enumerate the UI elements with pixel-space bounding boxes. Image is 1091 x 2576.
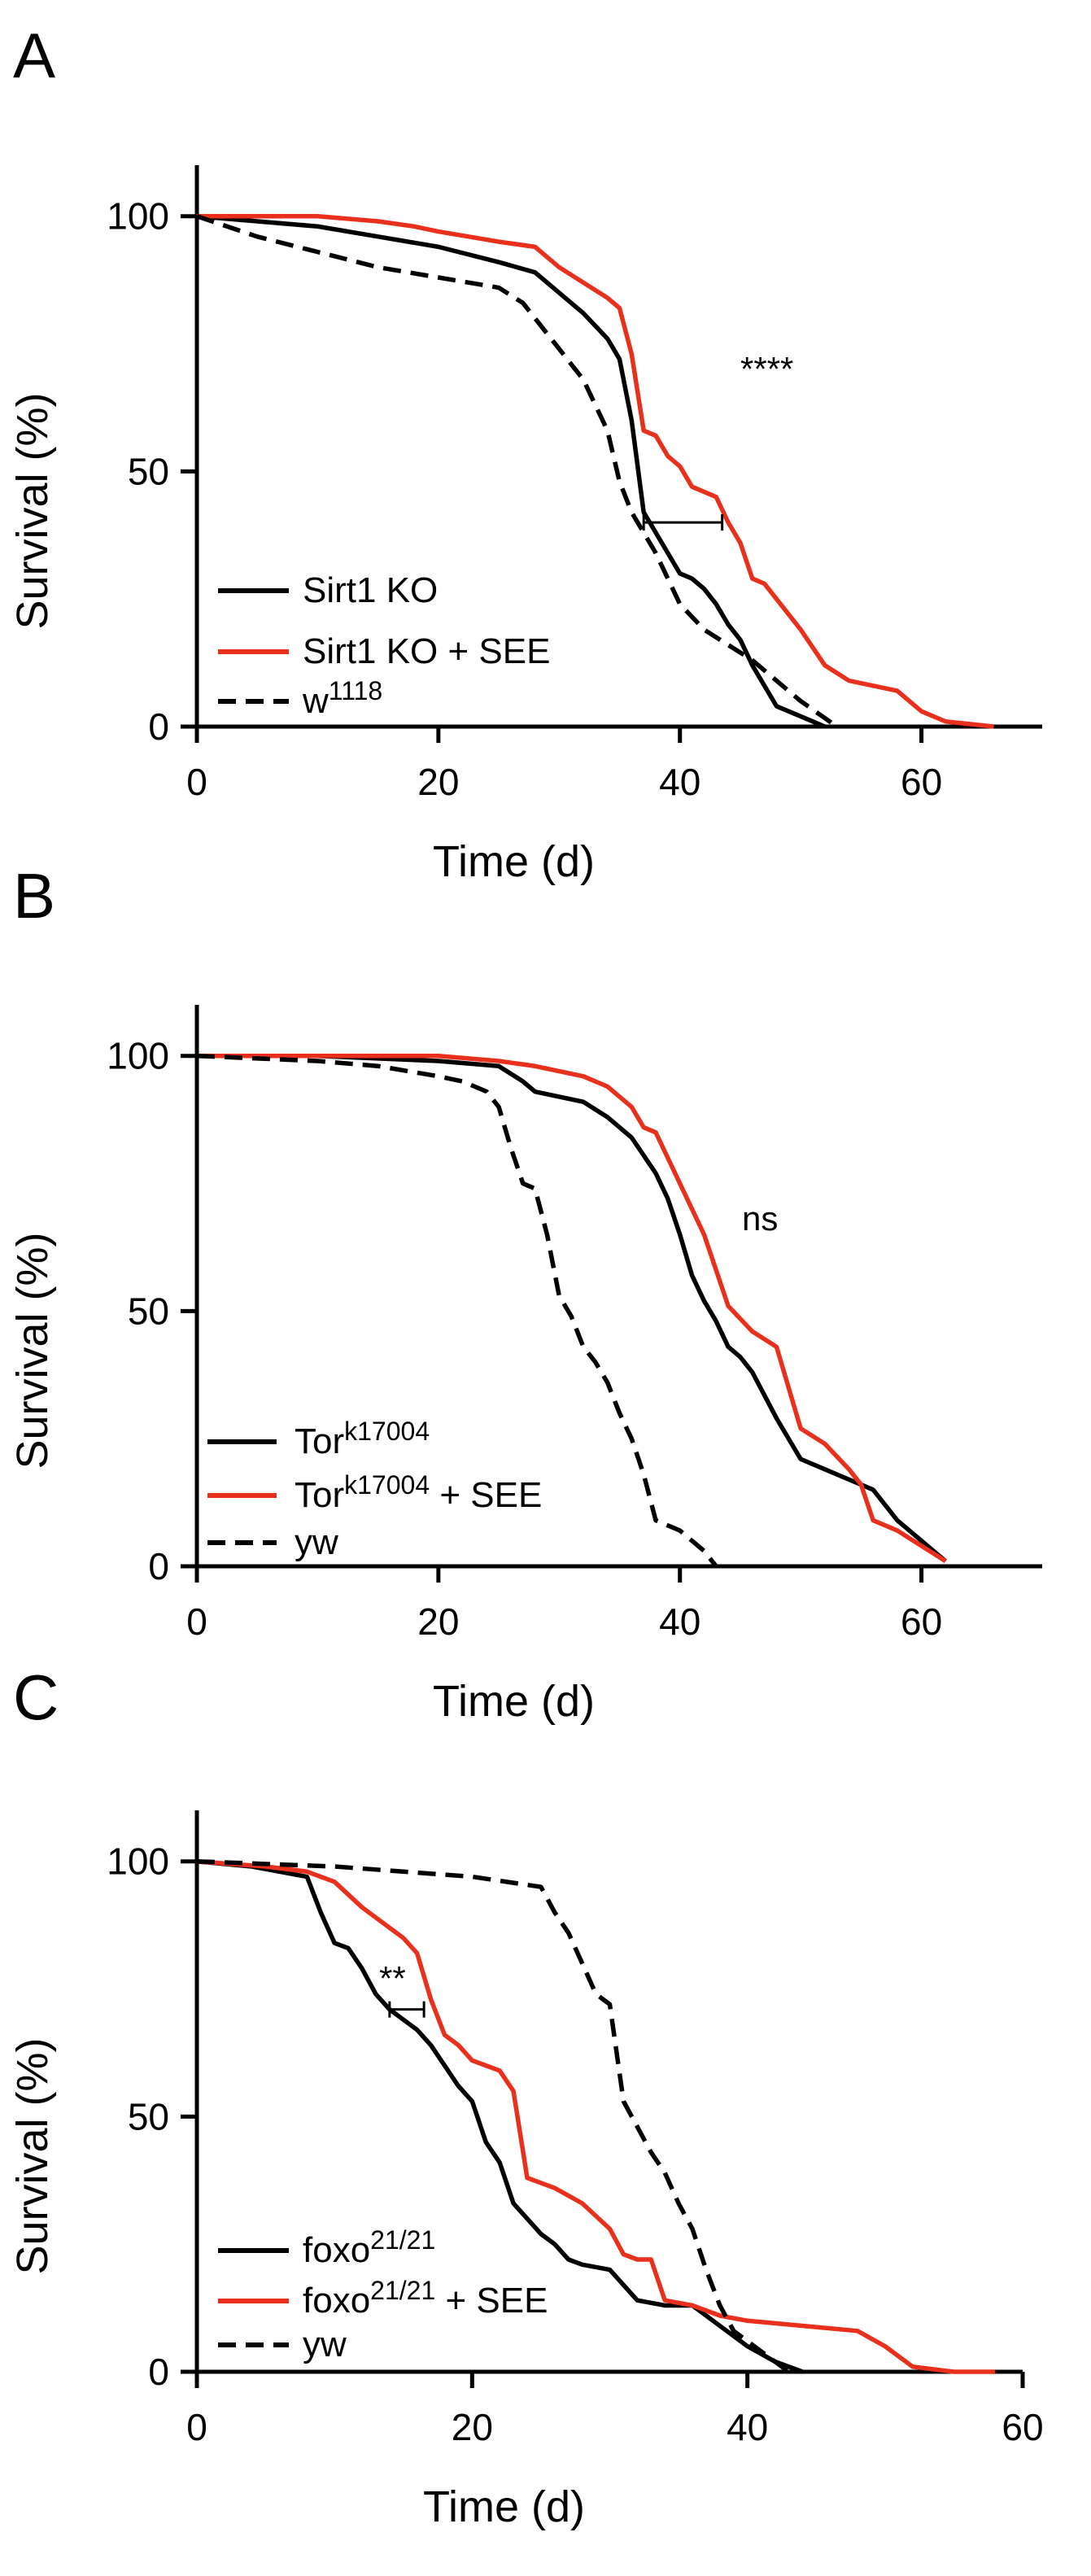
series-line — [197, 213, 994, 729]
x-tick-label: 0 — [186, 761, 207, 803]
x-tick-label: 60 — [901, 761, 942, 803]
y-tick-label: 50 — [128, 450, 169, 492]
panel-label: C — [13, 1661, 59, 1733]
legend-label-main: yw — [295, 1522, 338, 1562]
legend-label-main: Sirt1 KO — [303, 570, 438, 610]
x-tick-label: 20 — [452, 2406, 493, 2448]
legend-label: foxo21/21 + SEE — [303, 2276, 548, 2321]
series-line — [196, 1858, 791, 2374]
significance-label: ** — [379, 1959, 406, 1997]
legend-label-superscript: 21/21 — [370, 2225, 435, 2255]
legend-label: Tork17004 + SEE — [295, 1470, 542, 1515]
x-tick-label: 40 — [659, 1600, 700, 1643]
significance-label: **** — [740, 350, 793, 388]
chart-panel-c: C 0 50 100 0 20 40 60 Time (d) Survival (%) ** foxo… — [8, 1661, 1044, 2531]
panel-label: B — [13, 860, 55, 932]
y-tick-label: 0 — [148, 2351, 169, 2393]
legend-label-main: Tor — [295, 1421, 344, 1461]
legend-label: yw — [303, 2325, 347, 2364]
legend-label: Tork17004 — [295, 1417, 430, 1461]
legend-label-suffix: + SEE — [435, 2281, 548, 2321]
significance-label: ns — [742, 1199, 778, 1238]
chart-panel-a: A 0 50 100 0 20 40 60 Time (d) Survival (%) **** Si… — [8, 20, 1042, 886]
x-tick-label: 60 — [1002, 2406, 1043, 2448]
legend-label-main: Tor — [295, 1475, 344, 1515]
x-axis-title: Time (d) — [423, 2482, 585, 2531]
series-line — [197, 1053, 947, 1564]
panel-label: A — [13, 20, 55, 91]
legend-label: yw — [295, 1522, 338, 1562]
y-tick-label: 100 — [107, 1840, 169, 1883]
y-tick-label: 100 — [107, 195, 169, 238]
chart-panel-b: B 0 50 100 0 20 40 60 Time (d) Survival (%) ns Tork… — [8, 860, 1042, 1726]
legend-label-superscript: k17004 — [344, 1470, 430, 1500]
y-tick-label: 0 — [148, 1545, 169, 1587]
series-line — [196, 1053, 718, 1568]
y-tick-label: 50 — [128, 1290, 169, 1332]
x-tick-label: 20 — [417, 761, 459, 803]
x-tick-label: 60 — [901, 1600, 942, 1643]
x-tick-label: 20 — [417, 1600, 459, 1643]
legend-label-superscript: 1118 — [329, 676, 382, 705]
legend-label: w1118 — [302, 676, 382, 721]
y-tick-label: 0 — [148, 705, 169, 748]
y-axis-title: Survival (%) — [8, 2037, 57, 2274]
legend-label-main: foxo — [303, 2230, 370, 2270]
legend-label: foxo21/21 — [303, 2225, 435, 2270]
x-tick-label: 40 — [727, 2406, 768, 2448]
x-axis-title: Time (d) — [433, 837, 595, 886]
series-line — [196, 1858, 804, 2374]
legend-label: Sirt1 KO + SEE — [303, 631, 550, 671]
x-tick-label: 0 — [186, 2406, 207, 2448]
legend-label-main: Sirt1 KO + SEE — [303, 631, 550, 671]
y-tick-label: 50 — [128, 2095, 169, 2137]
legend-label-superscript: k17004 — [344, 1417, 430, 1446]
legend-label: Sirt1 KO — [303, 570, 438, 610]
series-line — [197, 1053, 948, 1563]
legend-label-main: yw — [303, 2325, 347, 2364]
x-axis-title: Time (d) — [433, 1677, 595, 1726]
series-line — [196, 214, 839, 729]
y-axis-title: Survival (%) — [8, 392, 57, 629]
y-tick-label: 100 — [107, 1035, 169, 1077]
legend-label-superscript: 21/21 — [370, 2276, 435, 2305]
y-axis-title: Survival (%) — [8, 1232, 57, 1469]
series-line — [196, 1858, 996, 2374]
x-tick-label: 40 — [659, 761, 700, 803]
legend-label-main: foxo — [303, 2281, 370, 2321]
legend-label-main: w — [302, 681, 329, 721]
legend-label-suffix: + SEE — [430, 1475, 542, 1515]
x-tick-label: 0 — [186, 1600, 207, 1643]
